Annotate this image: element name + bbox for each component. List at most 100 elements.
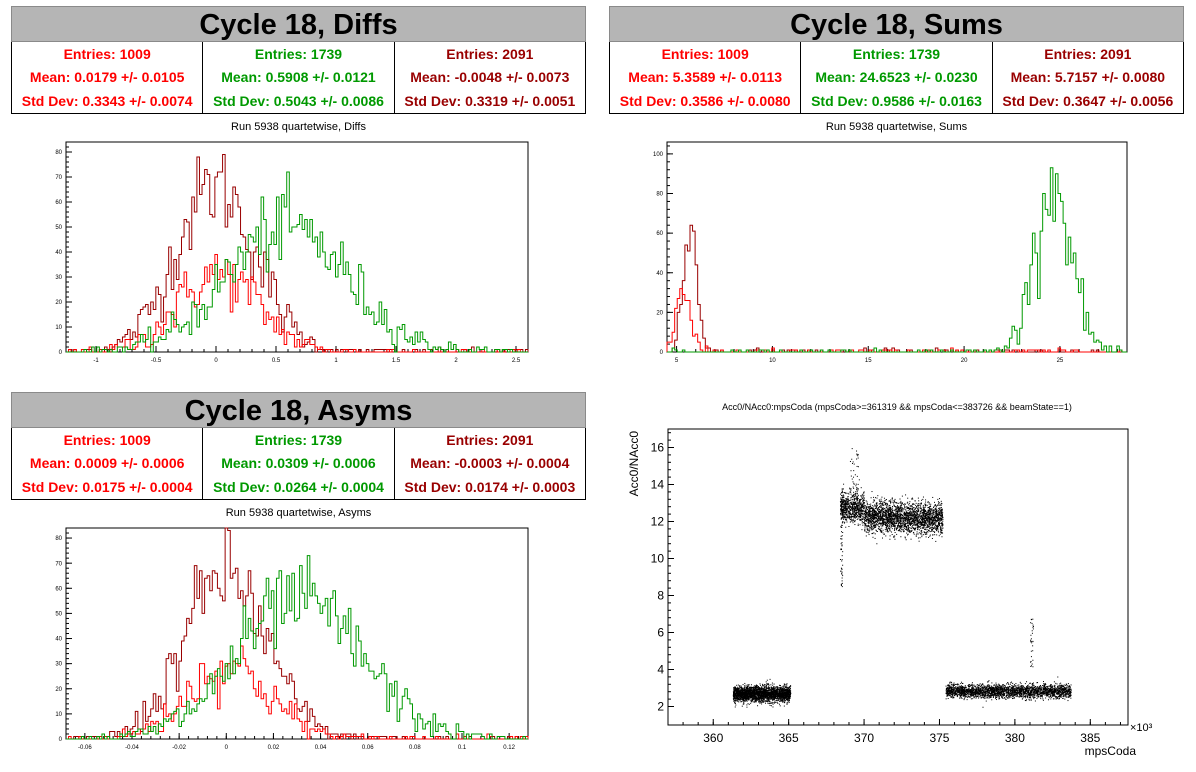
scatter-point <box>843 522 845 524</box>
x-tick-label: 375 <box>929 731 949 745</box>
scatter-point <box>858 503 860 505</box>
scatter-point <box>777 693 779 695</box>
scatter-point <box>862 522 864 524</box>
scatter-point <box>735 698 737 700</box>
scatter-point <box>749 688 751 690</box>
scatter-point <box>741 697 743 699</box>
scatter-point <box>853 496 855 498</box>
scatter-point <box>756 695 758 697</box>
scatter-point <box>902 526 904 528</box>
scatter-point <box>843 505 845 507</box>
stat-mean: Mean: 0.0009 +/- 0.0006 <box>29 455 185 472</box>
scatter-point <box>908 518 910 520</box>
scatter-point <box>759 701 761 703</box>
scatter-point <box>855 509 857 511</box>
scatter-point <box>909 513 911 515</box>
scatter-point <box>939 533 941 535</box>
scatter-point <box>751 695 753 697</box>
scatter-point <box>857 523 859 525</box>
scatter-point <box>871 523 873 525</box>
scatter-point <box>767 693 769 695</box>
stat-entries: Entries: 2091 <box>446 45 534 62</box>
scatter-point <box>771 696 773 698</box>
scatter-point <box>850 506 852 508</box>
scatter-point <box>767 699 769 701</box>
scatter-point <box>910 515 912 517</box>
scatter-point <box>770 690 772 692</box>
scatter-point <box>908 531 910 533</box>
scatter-point <box>890 524 892 526</box>
scatter-point <box>788 692 790 694</box>
scatter-point <box>843 511 845 513</box>
scatter-point <box>915 535 917 537</box>
scatter-point <box>752 699 754 701</box>
scatter-point <box>756 686 758 688</box>
scatter-point <box>894 517 896 519</box>
scatter-point <box>937 521 939 523</box>
scatter-point <box>743 700 745 702</box>
scatter-point <box>863 523 865 525</box>
scatter-point <box>750 688 752 690</box>
scatter-point <box>914 524 916 526</box>
scatter-point <box>772 688 774 690</box>
scatter-point <box>879 523 881 525</box>
scatter-point <box>921 521 923 523</box>
scatter-point <box>850 509 852 511</box>
scatter-point <box>931 508 933 510</box>
scatter-point <box>929 519 931 521</box>
scatter-point <box>750 694 752 696</box>
scatter-point <box>756 689 758 691</box>
scatter-point <box>840 502 842 504</box>
scatter-point <box>938 520 940 522</box>
scatter-point <box>754 693 756 695</box>
scatter-point <box>884 507 886 509</box>
scatter-point <box>894 505 896 507</box>
scatter-point <box>733 693 735 695</box>
scatter-point <box>900 502 902 504</box>
scatter-point <box>749 687 751 689</box>
scatter-point <box>787 688 789 690</box>
scatter-point <box>911 523 913 525</box>
y-tick-label: 40 <box>55 250 62 256</box>
scatter-point <box>763 696 765 698</box>
scatter-point <box>774 701 776 703</box>
scatter-point <box>874 518 876 520</box>
scatter-point <box>922 512 924 514</box>
scatter-point <box>852 513 854 515</box>
scatter-title: Acc0/NAcc0:mpsCoda (mpsCoda>=361319 && m… <box>722 402 1072 412</box>
scatter-point <box>924 509 926 511</box>
scatter-point <box>884 502 886 504</box>
scatter-point <box>746 706 748 708</box>
scatter-point <box>841 506 843 508</box>
scatter-point <box>886 524 888 526</box>
scatter-point <box>864 519 866 521</box>
scatter-point <box>940 511 942 513</box>
scatter-point <box>900 509 902 511</box>
scatter-point <box>771 698 773 700</box>
scatter-point <box>924 506 926 508</box>
sums-subtitle: Run 5938 quartetwise, Sums <box>825 121 968 133</box>
scatter-point <box>769 692 771 694</box>
scatter-point <box>841 518 843 520</box>
scatter-point <box>848 513 850 515</box>
scatter-point <box>739 693 741 695</box>
scatter-point <box>885 513 887 515</box>
scatter-point <box>894 514 896 516</box>
scatter-point <box>756 698 758 700</box>
scatter-point <box>875 516 877 518</box>
scatter-point <box>773 683 775 685</box>
scatter-point <box>788 688 790 690</box>
scatter-point <box>881 509 883 511</box>
stat-mean: Mean: 0.5908 +/- 0.0121 <box>221 69 376 86</box>
scatter-point <box>889 524 891 526</box>
scatter-point <box>786 692 788 694</box>
scatter-point <box>778 692 780 694</box>
scatter-point <box>845 499 847 501</box>
scatter-point <box>845 500 847 502</box>
scatter-point <box>735 695 737 697</box>
scatter-point <box>760 690 762 692</box>
scatter-point <box>917 508 919 510</box>
scatter-point <box>884 503 886 505</box>
scatter-point <box>769 690 771 692</box>
scatter-point <box>742 696 744 698</box>
